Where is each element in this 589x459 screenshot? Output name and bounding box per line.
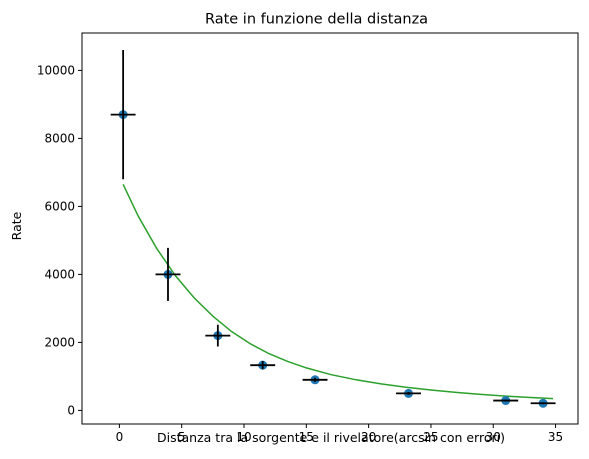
x-tick-label-10: 10: [236, 430, 251, 444]
axes: 0 5 10 15 20 25 30 35 0 2000 4000 6000 8000 10000: [37, 32, 579, 444]
plot-area: [110, 50, 556, 408]
y-tick-label-0: 0: [67, 404, 75, 418]
x-tick-label-0: 0: [116, 430, 124, 444]
plot-frame: [81, 32, 579, 425]
x-tick-label-35: 35: [548, 430, 563, 444]
y-tick-label-8000: 8000: [44, 132, 75, 146]
y-tick-label-6000: 6000: [44, 200, 75, 214]
x-tick-label-20: 20: [361, 430, 376, 444]
y-tick-label-10000: 10000: [37, 64, 75, 78]
error-bar-4: [302, 377, 328, 382]
error-bar-6: [493, 399, 519, 402]
y-axis-label: Rate: [9, 211, 24, 240]
error-bar-2: [205, 324, 231, 347]
y-tick-label-4000: 4000: [44, 268, 75, 282]
error-bar-5: [396, 392, 421, 395]
error-bar-0: [110, 50, 136, 180]
x-tick-label-15: 15: [299, 430, 314, 444]
x-tick-label-30: 30: [486, 430, 501, 444]
x-axis-label: Distanza tra la sorgente e il rivelatore…: [157, 430, 505, 445]
error-bar-1: [155, 247, 181, 301]
x-tick-label-5: 5: [178, 430, 186, 444]
fit-curve: [122, 183, 554, 400]
error-bar-3: [250, 361, 276, 370]
y-tick-label-2000: 2000: [44, 336, 75, 350]
chart-title: Rate in funzione della distanza: [205, 12, 428, 28]
x-tick-label-25: 25: [423, 430, 438, 444]
error-bar-7: [530, 402, 556, 405]
